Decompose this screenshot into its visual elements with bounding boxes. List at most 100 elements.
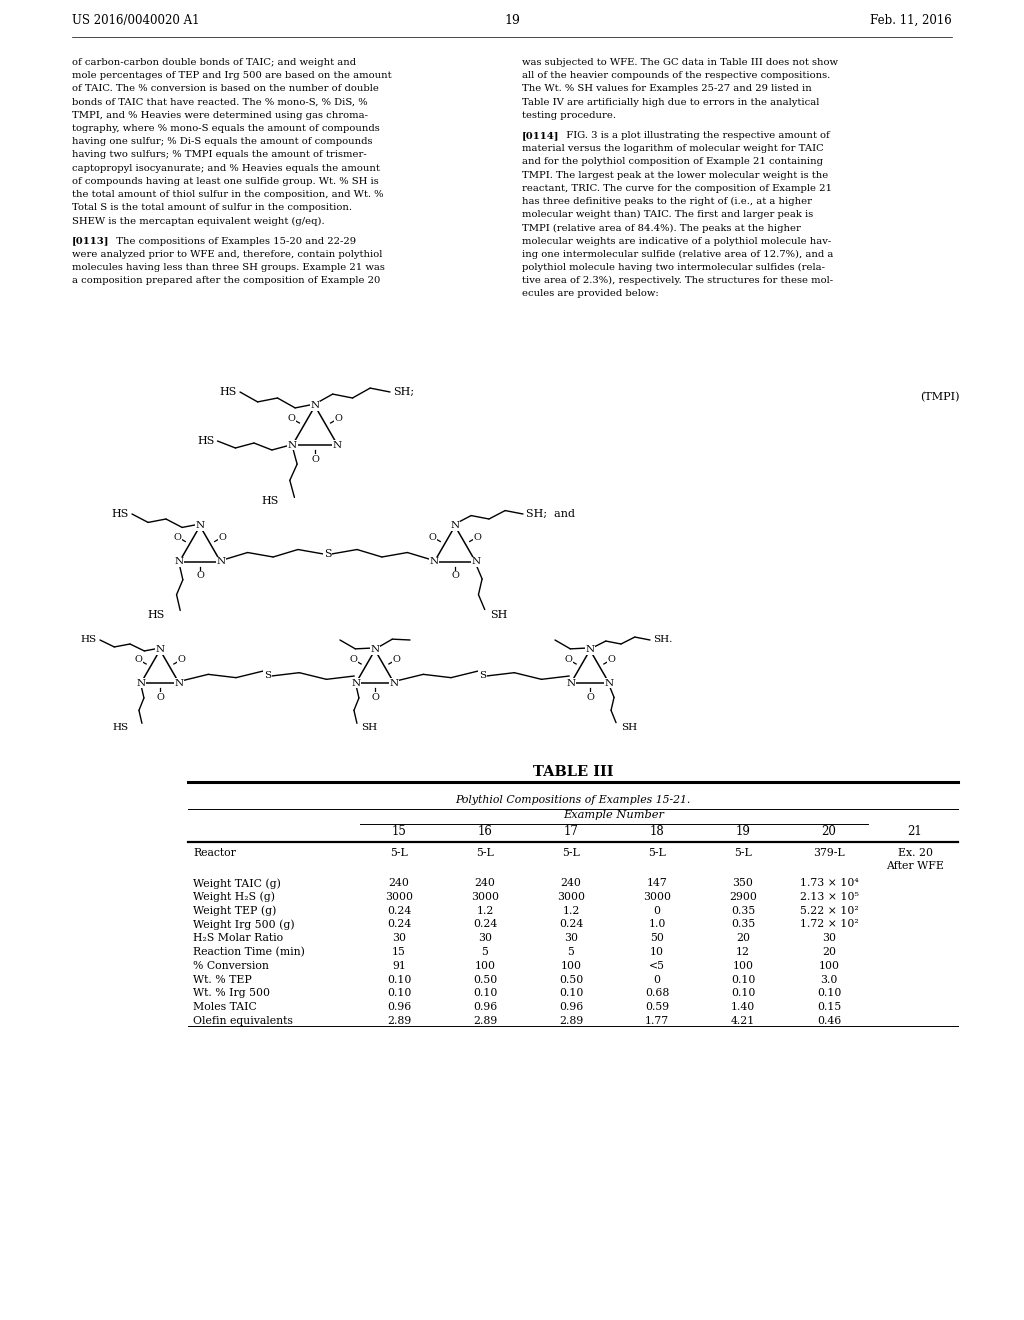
- Text: Ex. 20: Ex. 20: [897, 847, 933, 858]
- Text: 240: 240: [474, 878, 496, 888]
- Text: Weight TEP (g): Weight TEP (g): [193, 906, 276, 916]
- Text: tography, where % mono-S equals the amount of compounds: tography, where % mono-S equals the amou…: [72, 124, 380, 133]
- Text: SH;: SH;: [393, 387, 414, 397]
- Text: HS: HS: [113, 723, 129, 733]
- Text: O: O: [371, 693, 379, 701]
- Text: 1.77: 1.77: [645, 1016, 669, 1026]
- Text: Wt. % Irg 500: Wt. % Irg 500: [193, 989, 270, 998]
- Text: 3000: 3000: [643, 892, 671, 902]
- Text: SH.: SH.: [653, 635, 673, 644]
- Text: US 2016/0040020 A1: US 2016/0040020 A1: [72, 15, 200, 26]
- Text: Table IV are artificially high due to errors in the analytical: Table IV are artificially high due to er…: [522, 98, 819, 107]
- Text: 1.72 × 10²: 1.72 × 10²: [800, 920, 858, 929]
- Text: 0.35: 0.35: [731, 920, 755, 929]
- Text: 0.10: 0.10: [387, 989, 412, 998]
- Text: Polythiol Compositions of Examples 15-21.: Polythiol Compositions of Examples 15-21…: [456, 795, 690, 805]
- Text: O: O: [586, 693, 594, 701]
- Text: HS: HS: [261, 496, 279, 506]
- Text: 350: 350: [732, 878, 754, 888]
- Text: 91: 91: [392, 961, 406, 970]
- Text: N: N: [175, 557, 183, 566]
- Text: molecular weight than) TAIC. The first and larger peak is: molecular weight than) TAIC. The first a…: [522, 210, 813, 219]
- Text: 0.35: 0.35: [731, 906, 755, 916]
- Text: 0.68: 0.68: [645, 989, 670, 998]
- Text: 0.96: 0.96: [473, 1002, 497, 1012]
- Text: 4.21: 4.21: [731, 1016, 755, 1026]
- Text: 5: 5: [481, 946, 488, 957]
- Text: HS: HS: [219, 387, 237, 397]
- Text: Moles TAIC: Moles TAIC: [193, 1002, 257, 1012]
- Text: 3000: 3000: [385, 892, 413, 902]
- Text: and for the polythiol composition of Example 21 containing: and for the polythiol composition of Exa…: [522, 157, 823, 166]
- Text: 20: 20: [821, 825, 837, 838]
- Text: 100: 100: [560, 961, 582, 970]
- Text: 30: 30: [478, 933, 492, 944]
- Text: testing procedure.: testing procedure.: [522, 111, 616, 120]
- Text: HS: HS: [81, 635, 97, 644]
- Text: N: N: [310, 401, 319, 411]
- Text: 50: 50: [650, 933, 664, 944]
- Text: O: O: [311, 454, 318, 463]
- Text: 0.10: 0.10: [387, 974, 412, 985]
- Text: 0.10: 0.10: [473, 989, 498, 998]
- Text: 1.0: 1.0: [648, 920, 666, 929]
- Text: FIG. 3 is a plot illustrating the respective amount of: FIG. 3 is a plot illustrating the respec…: [560, 131, 829, 140]
- Text: 0.10: 0.10: [817, 989, 841, 998]
- Text: the total amount of thiol sulfur in the composition, and Wt. %: the total amount of thiol sulfur in the …: [72, 190, 384, 199]
- Text: was subjected to WFE. The GC data in Table III does not show: was subjected to WFE. The GC data in Tab…: [522, 58, 838, 67]
- Text: 0.59: 0.59: [645, 1002, 669, 1012]
- Text: 5-L: 5-L: [648, 847, 666, 858]
- Text: [0113]: [0113]: [72, 236, 110, 246]
- Text: N: N: [196, 521, 205, 531]
- Text: [0114]: [0114]: [522, 131, 559, 140]
- Text: 1.2: 1.2: [562, 906, 580, 916]
- Text: 5-L: 5-L: [562, 847, 580, 858]
- Text: 16: 16: [477, 825, 493, 838]
- Text: 10: 10: [650, 946, 664, 957]
- Text: O: O: [218, 532, 226, 541]
- Text: O: O: [451, 572, 459, 581]
- Text: 3000: 3000: [471, 892, 499, 902]
- Text: 0.46: 0.46: [817, 1016, 841, 1026]
- Text: HS: HS: [112, 510, 129, 519]
- Text: 18: 18: [649, 825, 665, 838]
- Text: HS: HS: [197, 436, 214, 446]
- Text: 5: 5: [567, 946, 574, 957]
- Text: O: O: [335, 414, 342, 422]
- Text: SHEW is the mercaptan equivalent weight (g/eq).: SHEW is the mercaptan equivalent weight …: [72, 216, 325, 226]
- Text: N: N: [174, 678, 183, 688]
- Text: 0.10: 0.10: [731, 989, 755, 998]
- Text: molecules having less than three SH groups. Example 21 was: molecules having less than three SH grou…: [72, 263, 385, 272]
- Text: O: O: [349, 655, 357, 664]
- Text: of carbon-carbon double bonds of TAIC; and weight and: of carbon-carbon double bonds of TAIC; a…: [72, 58, 356, 67]
- Text: has three definitive peaks to the right of (i.e., at a higher: has three definitive peaks to the right …: [522, 197, 812, 206]
- Text: O: O: [393, 655, 400, 664]
- Text: all of the heavier compounds of the respective compositions.: all of the heavier compounds of the resp…: [522, 71, 830, 81]
- Text: (TMPI): (TMPI): [921, 392, 961, 403]
- Text: 30: 30: [564, 933, 578, 944]
- Text: 0.50: 0.50: [559, 974, 583, 985]
- Text: mole percentages of TEP and Irg 500 are based on the amount: mole percentages of TEP and Irg 500 are …: [72, 71, 391, 81]
- Text: reactant, TRIC. The curve for the composition of Example 21: reactant, TRIC. The curve for the compos…: [522, 183, 831, 193]
- Text: Wt. % TEP: Wt. % TEP: [193, 974, 252, 985]
- Text: 30: 30: [392, 933, 406, 944]
- Text: TMPI, and % Heavies were determined using gas chroma-: TMPI, and % Heavies were determined usin…: [72, 111, 368, 120]
- Text: 12: 12: [736, 946, 750, 957]
- Text: N: N: [156, 645, 165, 655]
- Text: N: N: [389, 678, 398, 688]
- Text: 0: 0: [653, 906, 660, 916]
- Text: N: N: [430, 557, 438, 566]
- Text: 1.40: 1.40: [731, 1002, 755, 1012]
- Text: Feb. 11, 2016: Feb. 11, 2016: [870, 15, 952, 26]
- Text: SH: SH: [360, 723, 377, 733]
- Text: ecules are provided below:: ecules are provided below:: [522, 289, 658, 298]
- Text: 0.10: 0.10: [559, 989, 584, 998]
- Text: 17: 17: [563, 825, 579, 838]
- Text: After WFE: After WFE: [886, 861, 944, 871]
- Text: having one sulfur; % Di-S equals the amount of compounds: having one sulfur; % Di-S equals the amo…: [72, 137, 373, 147]
- Text: 15: 15: [392, 946, 406, 957]
- Text: SH: SH: [621, 723, 637, 733]
- Text: 2900: 2900: [729, 892, 757, 902]
- Text: material versus the logarithm of molecular weight for TAIC: material versus the logarithm of molecul…: [522, 144, 823, 153]
- Text: a composition prepared after the composition of Example 20: a composition prepared after the composi…: [72, 276, 380, 285]
